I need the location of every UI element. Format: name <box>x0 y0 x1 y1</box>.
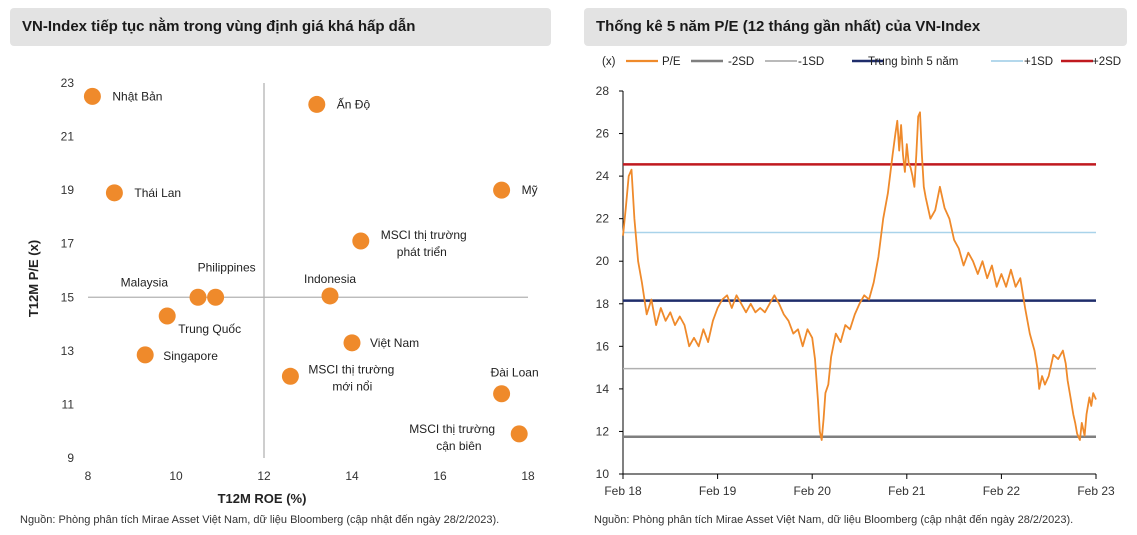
x-tick-label: Feb 18 <box>604 484 642 498</box>
scatter-point <box>343 334 361 352</box>
y-tick-label: 19 <box>61 183 75 197</box>
point-label: Philippines <box>198 260 256 274</box>
point-label: Singapore <box>163 349 218 363</box>
y-tick-label: 24 <box>596 169 610 183</box>
x-tick-label: 8 <box>85 469 92 483</box>
scatter-point <box>158 307 176 325</box>
unit-label: (x) <box>602 56 616 68</box>
x-tick-label: Feb 20 <box>794 484 832 498</box>
point-label: cận biên <box>436 439 481 453</box>
x-tick-label: 10 <box>169 469 183 483</box>
y-tick-label: 21 <box>61 130 75 144</box>
legend-label: Trung bình 5 năm <box>868 56 958 68</box>
scatter-point <box>83 87 101 105</box>
y-tick-label: 23 <box>61 76 75 90</box>
scatter-point <box>321 287 339 305</box>
y-tick-label: 10 <box>596 467 610 481</box>
point-label: phát triển <box>397 245 447 259</box>
point-label: Trung Quốc <box>178 322 241 336</box>
scatter-point <box>352 232 370 250</box>
x-tick-label: 16 <box>433 469 447 483</box>
point-label: MSCI thị trường <box>409 422 495 436</box>
y-tick-label: 16 <box>596 339 610 353</box>
x-tick-label: Feb 21 <box>888 484 926 498</box>
point-label: Indonesia <box>304 272 356 286</box>
y-tick-label: 11 <box>62 397 75 411</box>
legend-label: +1SD <box>1024 56 1053 68</box>
scatter-point <box>207 288 225 306</box>
point-label: mới nổi <box>332 379 372 393</box>
y-tick-label: 26 <box>596 127 610 141</box>
point-label: MSCI thị trường <box>308 362 394 376</box>
point-label: Nhật Bản <box>112 89 162 103</box>
y-tick-label: 28 <box>596 84 610 98</box>
scatter-point <box>493 181 511 199</box>
y-tick-label: 12 <box>596 424 610 438</box>
legend-label: P/E <box>662 56 681 68</box>
point-label: MSCI thị trường <box>381 228 467 242</box>
legend-label: +2SD <box>1092 56 1121 68</box>
x-tick-label: 12 <box>257 469 271 483</box>
scatter-point <box>281 367 299 385</box>
scatter-point <box>308 95 326 113</box>
y-tick-label: 22 <box>596 212 610 226</box>
x-tick-label: 18 <box>521 469 535 483</box>
y-tick-label: 13 <box>61 344 75 358</box>
legend-label: -1SD <box>798 56 824 68</box>
left-panel-title: VN-Index tiếp tục nằm trong vùng định gi… <box>10 8 551 46</box>
scatter-point <box>105 184 123 202</box>
scatter-point <box>136 346 154 364</box>
right-panel-title: Thống kê 5 năm P/E (12 tháng gần nhất) c… <box>584 8 1127 46</box>
point-label: Việt Nam <box>370 336 419 350</box>
x-tick-label: Feb 22 <box>983 484 1021 498</box>
point-label: Đài Loan <box>491 366 539 380</box>
x-axis-title: T12M ROE (%) <box>218 491 307 506</box>
y-tick-label: 17 <box>61 237 75 251</box>
x-tick-label: Feb 19 <box>699 484 737 498</box>
x-tick-label: 14 <box>345 469 359 483</box>
y-tick-label: 9 <box>67 451 74 465</box>
y-tick-label: 20 <box>596 254 610 268</box>
legend-label: -2SD <box>728 56 754 68</box>
pe-series-line <box>622 111 1097 441</box>
y-tick-label: 14 <box>596 382 610 396</box>
pe-line-chart: 10 12 14 16 18 20 22 24 26 28 Feb 18 Feb 19 Feb 20 Fe… <box>596 56 1121 498</box>
point-label: Malaysia <box>121 275 169 289</box>
right-source-note: Nguồn: Phòng phân tích Mirae Asset Việt … <box>594 514 1074 526</box>
point-label: Mỹ <box>522 183 538 197</box>
scatter-point <box>510 425 528 443</box>
scatter-point <box>189 288 207 306</box>
y-axis-title: T12M P/E (x) <box>26 240 41 317</box>
x-tick-label: Feb 23 <box>1077 484 1115 498</box>
y-tick-label: 15 <box>61 290 75 304</box>
scatter-chart: 9 11 13 15 17 19 21 23 8 10 12 14 16 18 T12M ROE (%) T1… <box>26 76 539 506</box>
point-label: Ấn Độ <box>337 96 371 111</box>
scatter-point <box>493 385 511 403</box>
point-label: Thái Lan <box>134 186 181 200</box>
y-tick-label: 18 <box>596 297 610 311</box>
left-source-note: Nguồn: Phòng phân tích Mirae Asset Việt … <box>20 514 500 526</box>
